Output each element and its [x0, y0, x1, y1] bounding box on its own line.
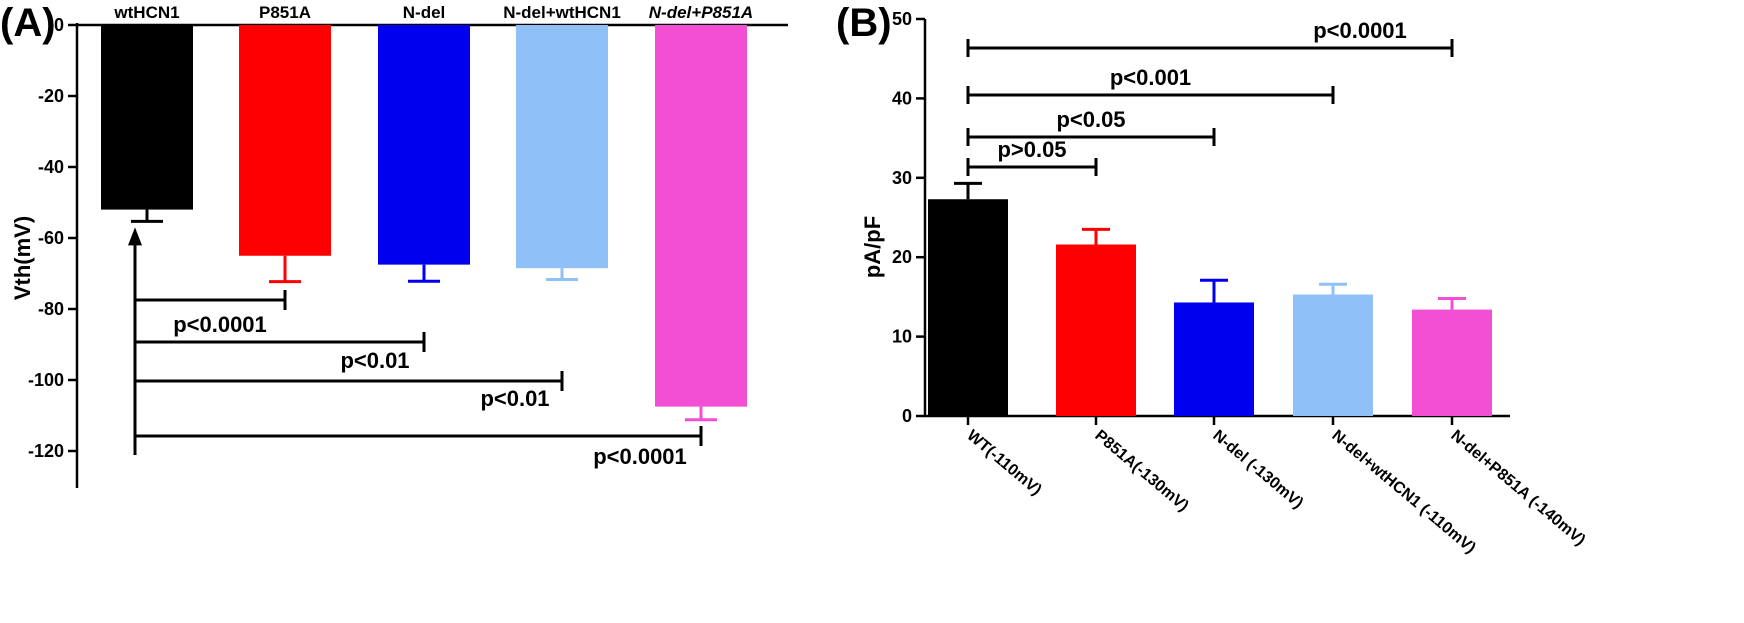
panel-b-bars — [928, 181, 1492, 425]
y-tick-label: -60 — [38, 228, 64, 248]
panel-b-significance: p>0.05 p<0.05 p<0.001 p<0.0001 — [966, 18, 1454, 176]
significance-label: p<0.001 — [1110, 65, 1191, 90]
category-label: P851A — [259, 3, 311, 22]
bar — [378, 25, 470, 265]
significance-label: p<0.01 — [340, 348, 409, 373]
panel-a-label: (A) — [0, 1, 56, 45]
y-tick-label: 10 — [892, 327, 912, 347]
y-tick-label: 0 — [54, 15, 64, 35]
y-tick-label: -100 — [28, 370, 64, 390]
significance-label: p<0.05 — [1056, 107, 1125, 132]
significance-label: p<0.0001 — [173, 312, 267, 337]
y-tick-label: 30 — [892, 168, 912, 188]
panel-a-bars: wtHCN1 P851A N-del N-del+wtHCN1 N-del+P851A — [101, 3, 753, 422]
panel-b-y-ticks: 0 10 20 30 40 50 — [892, 9, 925, 426]
y-tick-label: -80 — [38, 299, 64, 319]
chart-panel-b: (B) pA/pF 0 10 20 30 40 50 p>0.05 p<0.05 p<0.00… — [836, 1, 1588, 557]
significance-label: p<0.0001 — [593, 444, 687, 469]
panel-b-label: (B) — [836, 1, 892, 45]
bar — [1293, 294, 1373, 416]
bar — [1174, 302, 1254, 416]
y-tick-label: 40 — [892, 88, 912, 108]
panel-a-y-ticks: 0 -20 -40 -60 -80 -100 -120 — [28, 15, 77, 461]
panel-a-significance: p<0.0001 p<0.01 p<0.01 p<0.0001 — [128, 227, 703, 469]
category-label: N-del — [403, 3, 446, 22]
significance-label: p<0.0001 — [1313, 18, 1407, 43]
y-tick-label: 20 — [892, 247, 912, 267]
y-tick-label: -120 — [28, 441, 64, 461]
chart-panel-a: (A) Vth(mV) 0 -20 -40 -60 -80 -100 -120 wtHCN1… — [0, 1, 788, 488]
panel-b-x-tick-labels: WT(-110mV) P851A(-130mV) N-del (-130mV) N-d… — [963, 427, 1588, 557]
category-label: wtHCN1 — [113, 3, 179, 22]
significance-label: p<0.01 — [480, 386, 549, 411]
y-tick-label: 0 — [902, 406, 912, 426]
panel-b-y-axis-title: pA/pF — [860, 216, 885, 278]
x-tick-label: N-del+P851A (-140mV) — [1447, 427, 1588, 549]
x-tick-label: N-del (-130mV) — [1209, 427, 1306, 512]
y-tick-label: 50 — [892, 9, 912, 29]
significance-label: p>0.05 — [997, 137, 1066, 162]
arrow-head — [128, 227, 142, 246]
bar — [655, 25, 747, 407]
bar — [101, 25, 193, 210]
x-tick-label: P851A(-130mV) — [1091, 427, 1191, 515]
bar — [239, 25, 331, 256]
category-label: N-del+P851A — [649, 3, 753, 22]
bar — [516, 25, 608, 269]
x-tick-label: WT(-110mV) — [963, 427, 1044, 499]
bar — [928, 199, 1008, 416]
category-label: N-del+wtHCN1 — [503, 3, 621, 22]
bar — [1412, 309, 1492, 416]
y-tick-label: -40 — [38, 157, 64, 177]
bar — [1056, 244, 1136, 416]
y-tick-label: -20 — [38, 86, 64, 106]
panel-a-y-axis-title: Vth(mV) — [10, 216, 35, 300]
